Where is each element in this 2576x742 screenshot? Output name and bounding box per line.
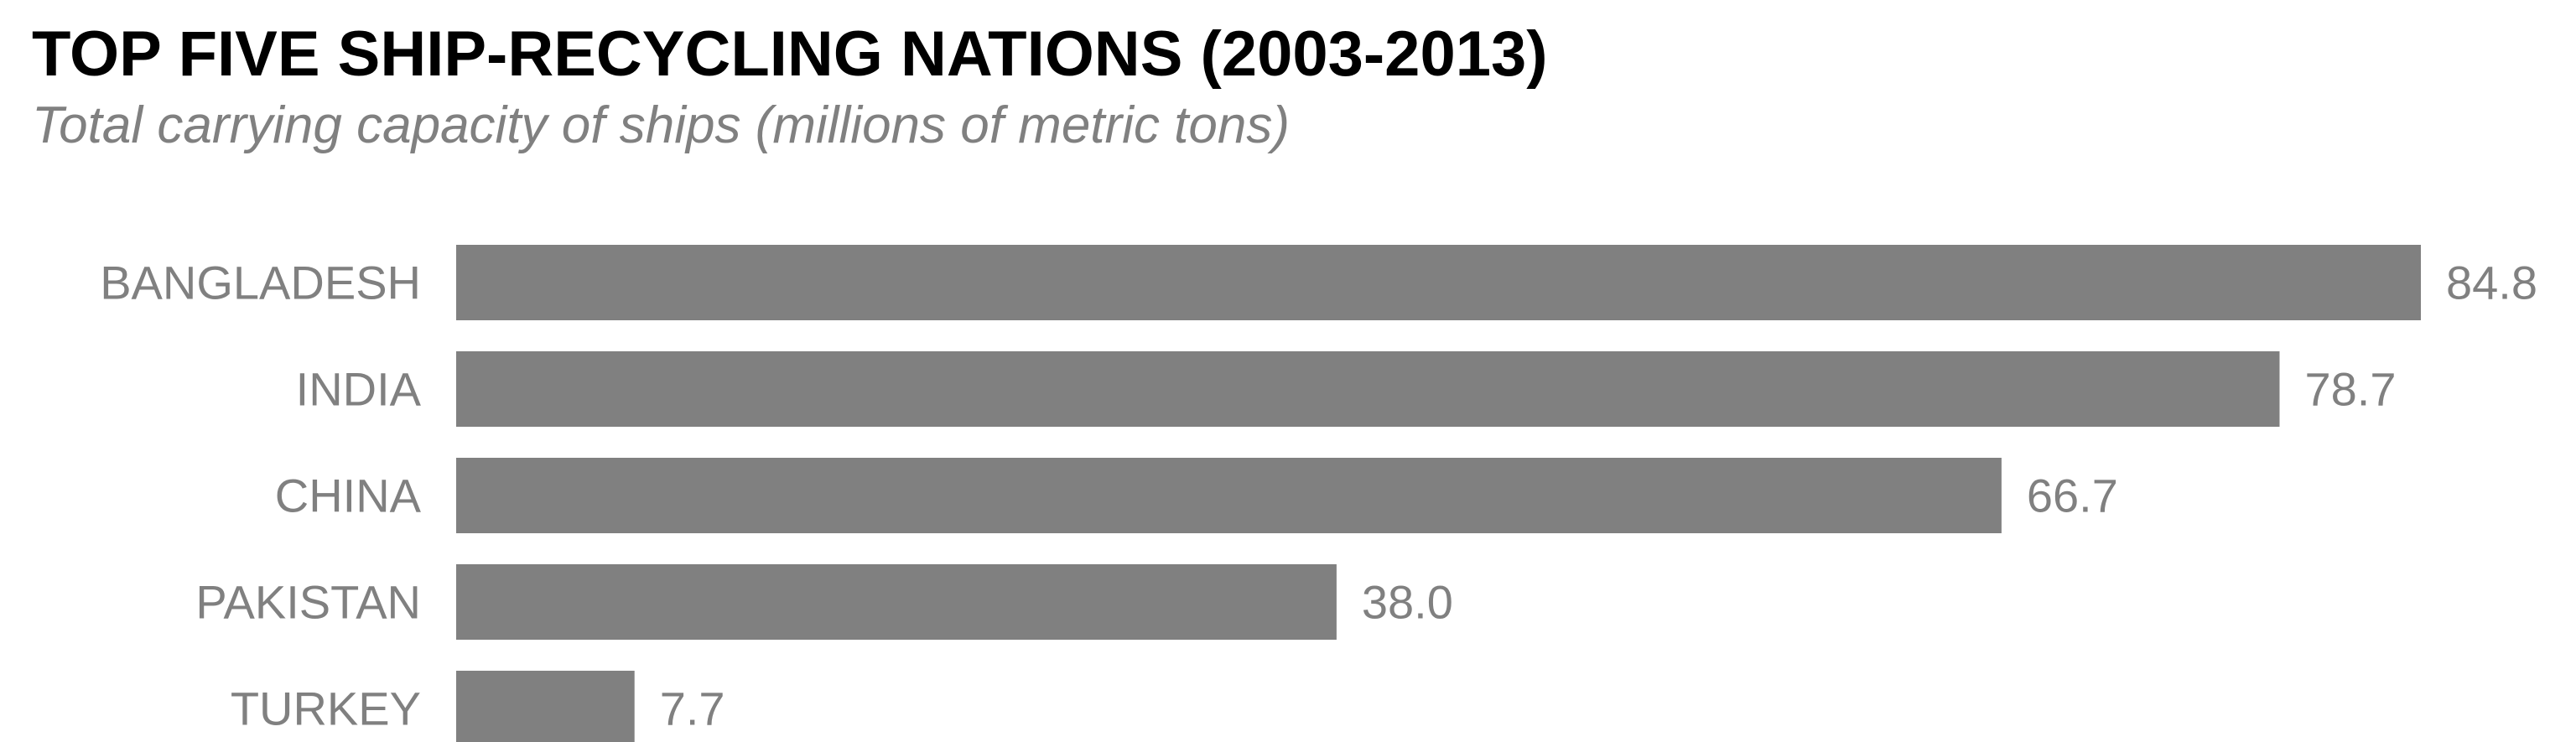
value-label-bangladesh: 84.8 — [2446, 257, 2537, 309]
bar-india — [456, 351, 2280, 427]
value-label-turkey: 7.7 — [660, 682, 725, 735]
bar-turkey — [456, 671, 635, 742]
value-label-india: 78.7 — [2305, 363, 2397, 416]
bar-pakistan — [456, 564, 1337, 640]
category-label-india: INDIA — [296, 363, 422, 416]
value-label-pakistan: 38.0 — [1362, 576, 1453, 629]
chart-subtitle: Total carrying capacity of ships (millio… — [32, 96, 1291, 154]
value-label-china: 66.7 — [2027, 470, 2118, 522]
bar-china — [456, 458, 2002, 533]
category-label-bangladesh: BANGLADESH — [100, 257, 421, 309]
category-label-china: CHINA — [275, 470, 422, 522]
category-label-turkey: TURKEY — [231, 682, 421, 735]
category-label-pakistan: PAKISTAN — [195, 576, 421, 629]
chart-title: TOP FIVE SHIP-RECYCLING NATIONS (2003-20… — [32, 18, 1548, 90]
bar-bangladesh — [456, 245, 2421, 320]
